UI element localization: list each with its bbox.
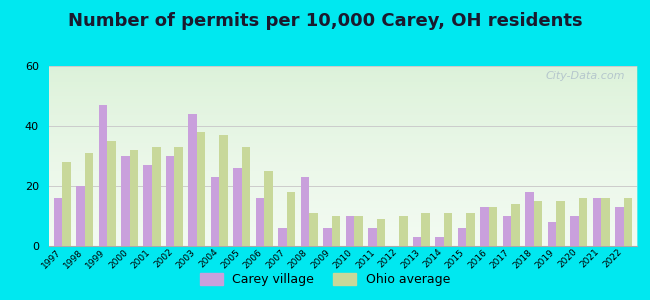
Bar [166,156,174,246]
Bar [480,207,489,246]
Bar [436,237,444,246]
Bar [255,198,265,246]
Bar [368,228,376,246]
Bar [458,228,466,246]
Bar [466,213,475,246]
Bar [512,204,520,246]
Bar [444,213,452,246]
Bar [54,198,62,246]
Bar [413,237,421,246]
Bar [399,216,408,246]
Bar [354,216,363,246]
Bar [332,216,340,246]
Bar [323,228,332,246]
Bar [534,201,542,246]
Bar [578,198,587,246]
Bar [309,213,318,246]
Bar [76,186,85,246]
Bar [615,207,623,246]
Bar [421,213,430,246]
Bar [525,192,534,246]
Bar [99,105,107,246]
Bar [556,201,565,246]
Bar [152,147,161,246]
Bar [601,198,610,246]
Bar [265,171,273,246]
Bar [62,162,71,246]
Text: Number of permits per 10,000 Carey, OH residents: Number of permits per 10,000 Carey, OH r… [68,12,582,30]
Bar [188,114,197,246]
Bar [144,165,152,246]
Bar [84,153,93,246]
Bar [107,141,116,246]
Bar [121,156,129,246]
Bar [502,216,512,246]
Bar [211,177,220,246]
Bar [570,216,578,246]
Legend: Carey village, Ohio average: Carey village, Ohio average [195,268,455,291]
Bar [174,147,183,246]
Bar [489,207,497,246]
Bar [623,198,632,246]
Bar [129,150,138,246]
Bar [233,168,242,246]
Text: City-Data.com: City-Data.com [546,71,625,81]
Bar [301,177,309,246]
Bar [242,147,250,246]
Bar [220,135,228,246]
Bar [593,198,601,246]
Bar [278,228,287,246]
Bar [197,132,205,246]
Bar [346,216,354,246]
Bar [548,222,556,246]
Bar [376,219,385,246]
Bar [287,192,295,246]
